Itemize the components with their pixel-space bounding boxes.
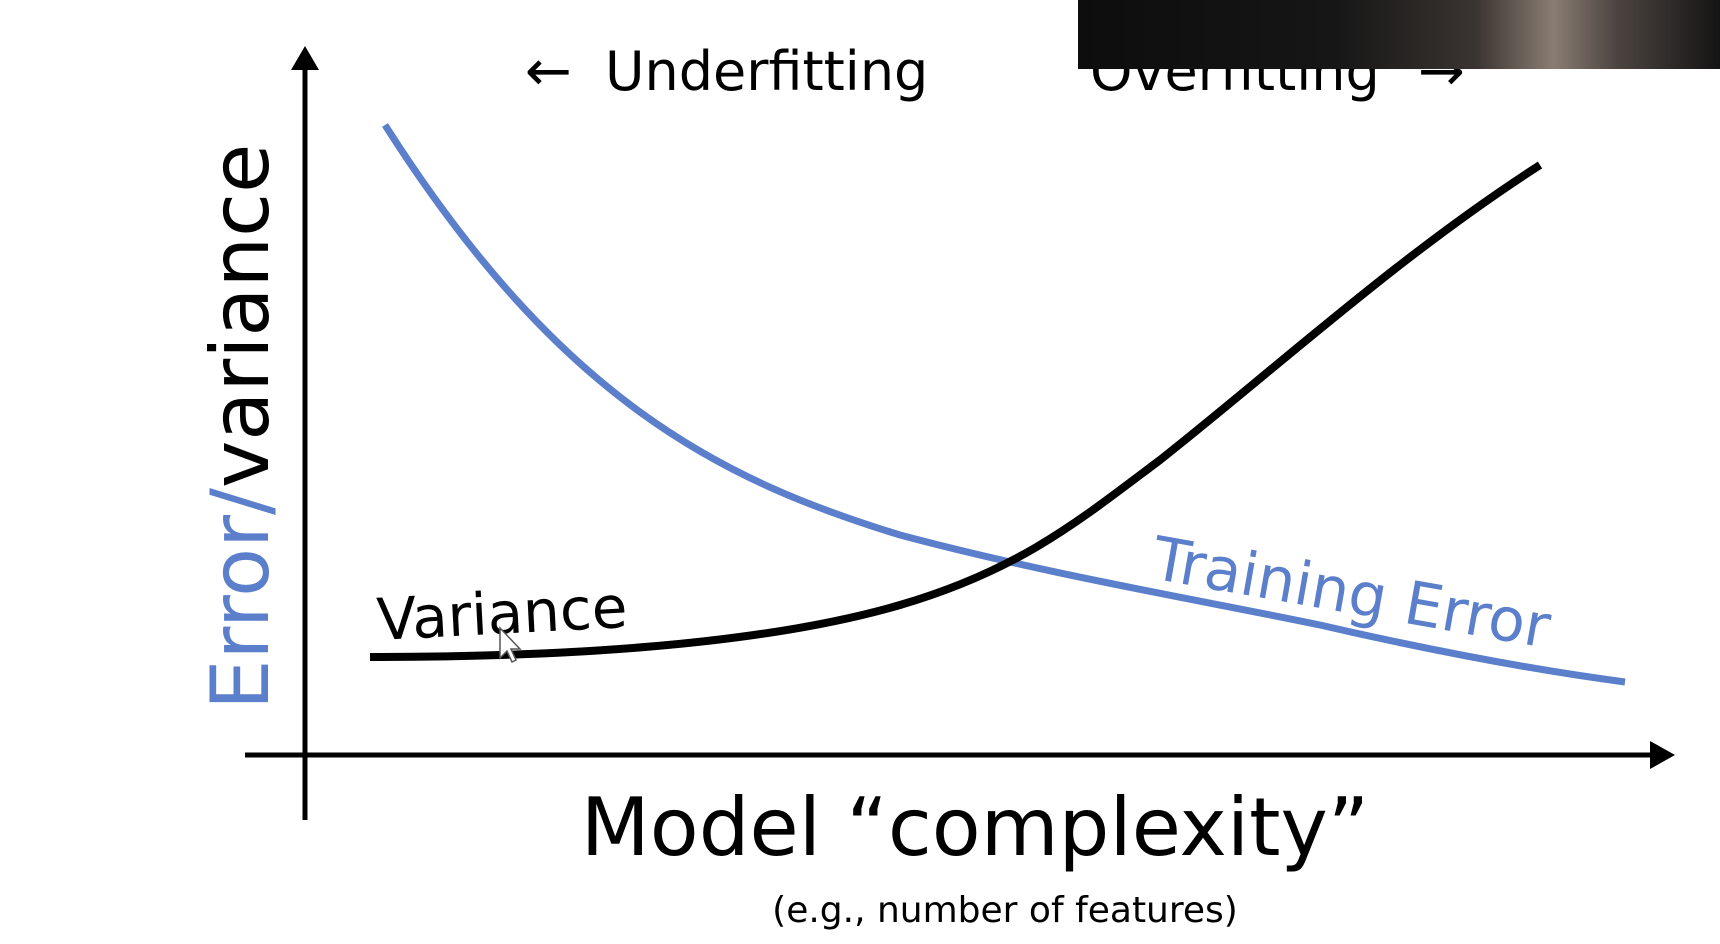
x-axis-arrowhead	[1650, 741, 1675, 769]
y-axis-label-error: Error/	[194, 488, 287, 710]
webcam-video-feed	[1078, 0, 1720, 69]
y-axis-label-variance: variance	[194, 144, 287, 488]
underfitting-label: Underfitting	[605, 40, 928, 103]
underfitting-arrow-glyph: ←	[525, 39, 572, 104]
y-axis-arrowhead	[291, 46, 319, 70]
mouse-cursor-icon	[499, 626, 522, 664]
training-error-curve	[382, 123, 1626, 686]
x-axis-sublabel: (e.g., number of features)	[772, 890, 1238, 931]
variance-curve	[369, 161, 1543, 661]
y-axis-label: Error/variance	[194, 144, 287, 710]
x-axis-label: Model “complexity”	[581, 781, 1369, 874]
training-error-curve-label: Training Error	[1146, 524, 1555, 663]
